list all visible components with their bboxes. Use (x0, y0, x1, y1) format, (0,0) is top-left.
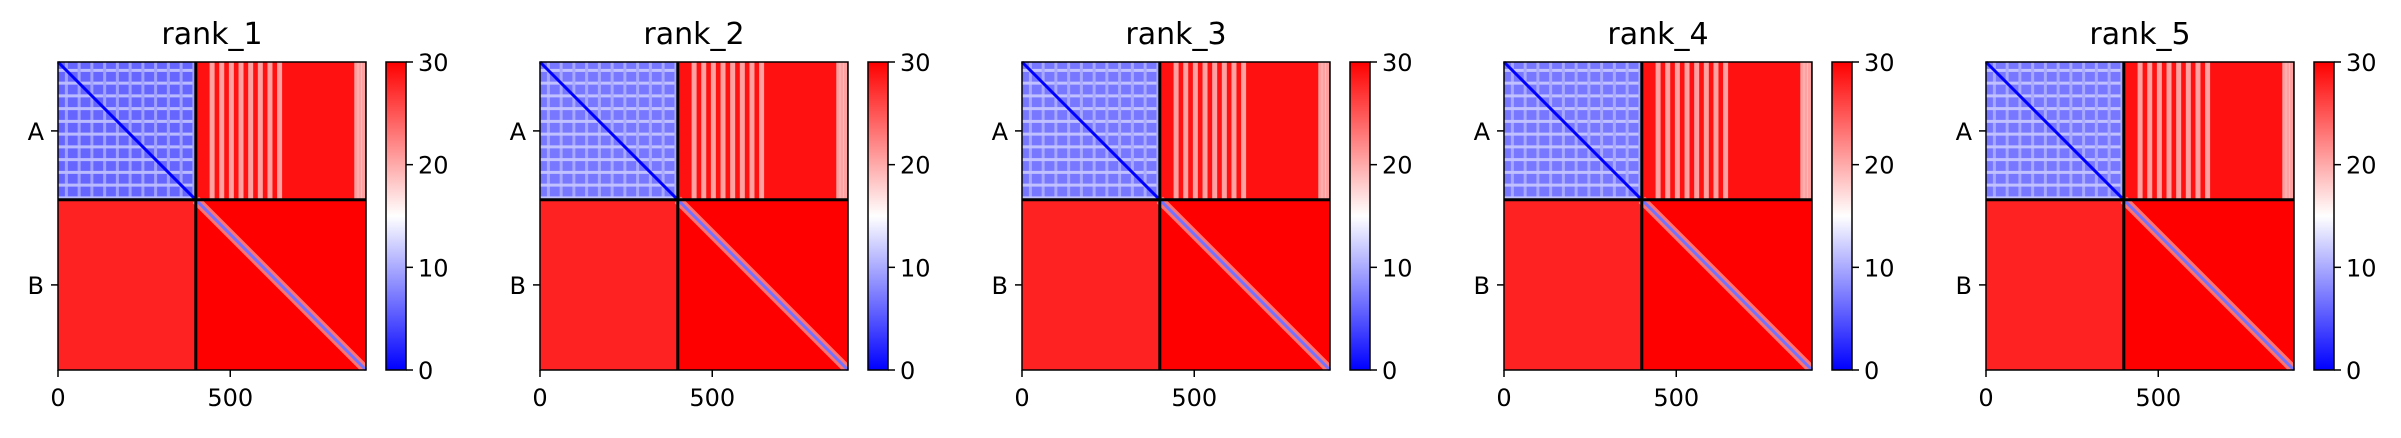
x-tick-label: 0 (1014, 384, 1029, 412)
colorbar-tick-label: 0 (1382, 357, 1397, 385)
colorbar-tick-label: 10 (418, 254, 449, 282)
x-tick-label: 500 (1171, 384, 1217, 412)
x-tick-label: 500 (2135, 384, 2181, 412)
y-tick-label: A (1474, 118, 1491, 146)
colorbar-tick-label: 30 (900, 49, 931, 77)
block-b-a (540, 199, 678, 370)
panel-title: rank_1 (161, 17, 262, 52)
x-tick-label: 0 (50, 384, 65, 412)
intra-chain-texture (58, 62, 196, 200)
heatmap-frame (1503, 61, 1813, 371)
x-tick-label: 500 (689, 384, 735, 412)
y-tick-label: B (28, 272, 44, 300)
colorbar-tick-label: 30 (1382, 49, 1413, 77)
colorbar-tick-label: 0 (2346, 357, 2361, 385)
y-tick-label: B (1956, 272, 1972, 300)
colorbar-tick-label: 10 (900, 254, 931, 282)
x-tick-label: 500 (1653, 384, 1699, 412)
heatmap-frame (1021, 61, 1331, 371)
panel-title: rank_5 (2089, 17, 2190, 52)
diagonal-line (1502, 60, 1814, 372)
intra-chain-texture (1986, 62, 2124, 200)
colorbar-tick-label: 30 (1864, 49, 1895, 77)
heatmap-frame (57, 61, 367, 371)
y-tick-label: B (510, 272, 526, 300)
heatmap-panel-1: rank_1 A B 0 500 0 10 20 30 (28, 17, 449, 412)
colorbar (1831, 61, 1853, 371)
x-tick-label: 0 (1978, 384, 1993, 412)
panel-title: rank_4 (1607, 17, 1708, 52)
colorbar-tick-label: 20 (1382, 152, 1413, 180)
intra-chain-texture (1504, 62, 1642, 200)
panel-title: rank_2 (643, 17, 744, 52)
y-tick-label: A (1956, 118, 1973, 146)
colorbar (867, 61, 889, 371)
block-b-a (1504, 199, 1642, 370)
heatmap-panel-4: rank_4 A B 0 500 0 10 20 30 (1474, 17, 1895, 412)
block-b-a (1986, 199, 2124, 370)
colorbar-tick-label: 10 (2346, 254, 2377, 282)
diagonal-line (1020, 60, 1332, 372)
colorbar-tick-label: 0 (900, 357, 915, 385)
y-tick-label: A (28, 118, 45, 146)
diagonal-line (1984, 60, 2296, 372)
colorbar-tick-label: 20 (1864, 152, 1895, 180)
y-tick-label: A (992, 118, 1009, 146)
y-tick-label: A (510, 118, 527, 146)
colorbar (385, 61, 407, 371)
colorbar-tick-label: 30 (2346, 49, 2377, 77)
block-b-a (1022, 199, 1160, 370)
colorbar (1349, 61, 1371, 371)
colorbar-tick-label: 20 (418, 152, 449, 180)
x-tick-label: 0 (1496, 384, 1511, 412)
colorbar-tick-label: 10 (1864, 254, 1895, 282)
colorbar-tick-label: 20 (2346, 152, 2377, 180)
y-tick-label: B (992, 272, 1008, 300)
colorbar-tick-label: 20 (900, 152, 931, 180)
colorbar-tick-label: 0 (1864, 357, 1879, 385)
intra-chain-texture (540, 62, 678, 200)
colorbar-tick-label: 30 (418, 49, 449, 77)
colorbar (2313, 61, 2335, 371)
diagonal-line (56, 60, 368, 372)
heatmap-frame (539, 61, 849, 371)
diagonal-line (538, 60, 850, 372)
block-b-a (58, 199, 196, 370)
heatmap-panel-2: rank_2 A B 0 500 0 10 20 30 (510, 17, 931, 412)
x-tick-label: 500 (207, 384, 253, 412)
heatmap-frame (1985, 61, 2295, 371)
panel-title: rank_3 (1125, 17, 1226, 52)
heatmap-panel-5: rank_5 A B 0 500 0 10 20 30 (1956, 17, 2377, 412)
intra-chain-texture (1022, 62, 1160, 200)
x-tick-label: 0 (532, 384, 547, 412)
colorbar-tick-label: 0 (418, 357, 433, 385)
heatmap-panel-3: rank_3 A B 0 500 0 10 20 30 (992, 17, 1413, 412)
y-tick-label: B (1474, 272, 1490, 300)
colorbar-tick-label: 10 (1382, 254, 1413, 282)
